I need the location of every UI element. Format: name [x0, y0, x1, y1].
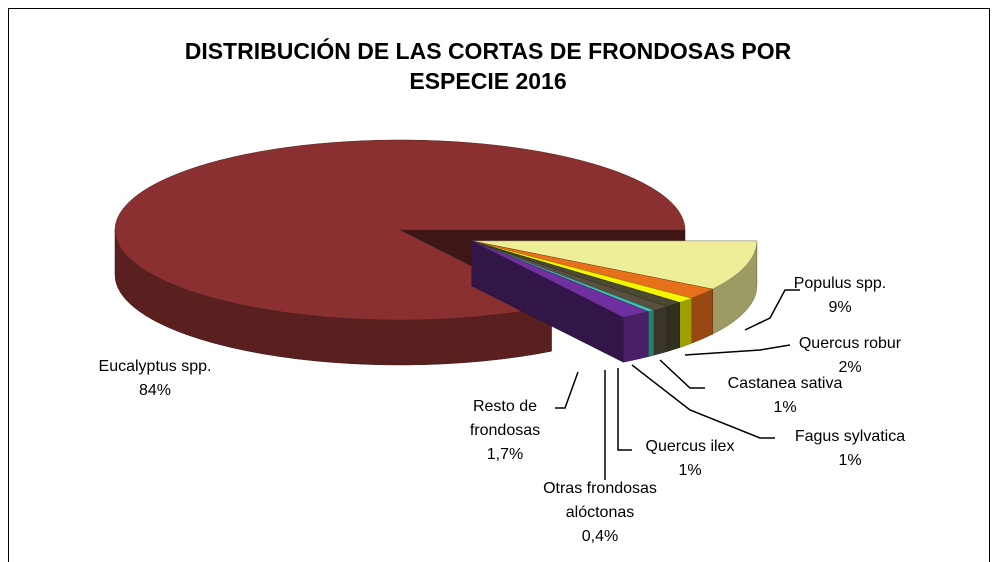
slice-value: 9%	[828, 299, 852, 316]
slice-value: 1%	[838, 452, 862, 469]
slice-name: Castanea sativa	[727, 375, 843, 392]
leader-line	[617, 368, 632, 451]
slice-label: Otras frondosas alóctonas 0,4%	[515, 477, 685, 549]
slice	[471, 240, 758, 290]
leader-line	[684, 344, 791, 356]
slice-value: 84%	[138, 382, 172, 399]
leader-line	[631, 364, 775, 439]
slice-label: Quercus ilex 1%	[625, 435, 755, 483]
slice-name: Resto de frondosas	[469, 398, 541, 439]
slice-name: Otras frondosas alóctonas	[543, 480, 657, 521]
slice-wall	[679, 297, 692, 348]
slice-wall	[623, 311, 649, 363]
slice-name: Eucalyptus spp.	[98, 358, 212, 375]
slice-name: Quercus robur	[798, 335, 902, 352]
slice-name: Fagus sylvatica	[794, 428, 906, 445]
slice-label: Populus spp. 9%	[780, 272, 900, 320]
slice-label: Castanea sativa 1%	[710, 372, 860, 420]
leader-line	[744, 289, 800, 331]
slice-wall	[653, 306, 668, 356]
slice-name: Quercus ilex	[645, 438, 735, 455]
slice-wall	[647, 309, 654, 357]
slice-value: 1,7%	[486, 446, 524, 463]
slice-label: Fagus sylvatica 1%	[770, 425, 930, 473]
slice-label: Quercus robur 2%	[780, 332, 920, 380]
slice-value: 1%	[678, 462, 702, 479]
leader-line	[555, 371, 579, 409]
slice-value: 2%	[838, 359, 862, 376]
chart-title: DISTRIBUCIÓN DE LAS CORTAS DE FRONDOSAS …	[184, 38, 792, 94]
slice-label: Eucalyptus spp. 84%	[80, 355, 230, 403]
slice	[471, 240, 649, 318]
pie	[114, 139, 758, 366]
slice-value: 0,4%	[581, 528, 619, 545]
slice-name: Populus spp.	[793, 275, 887, 292]
chart-frame	[8, 8, 990, 562]
slice-label: Resto de frondosas 1,7%	[450, 395, 560, 467]
leader-line	[659, 359, 705, 389]
leader-lines	[555, 289, 800, 480]
slice-value: 1%	[773, 399, 797, 416]
slice	[114, 139, 686, 321]
slice-wall	[666, 302, 681, 352]
